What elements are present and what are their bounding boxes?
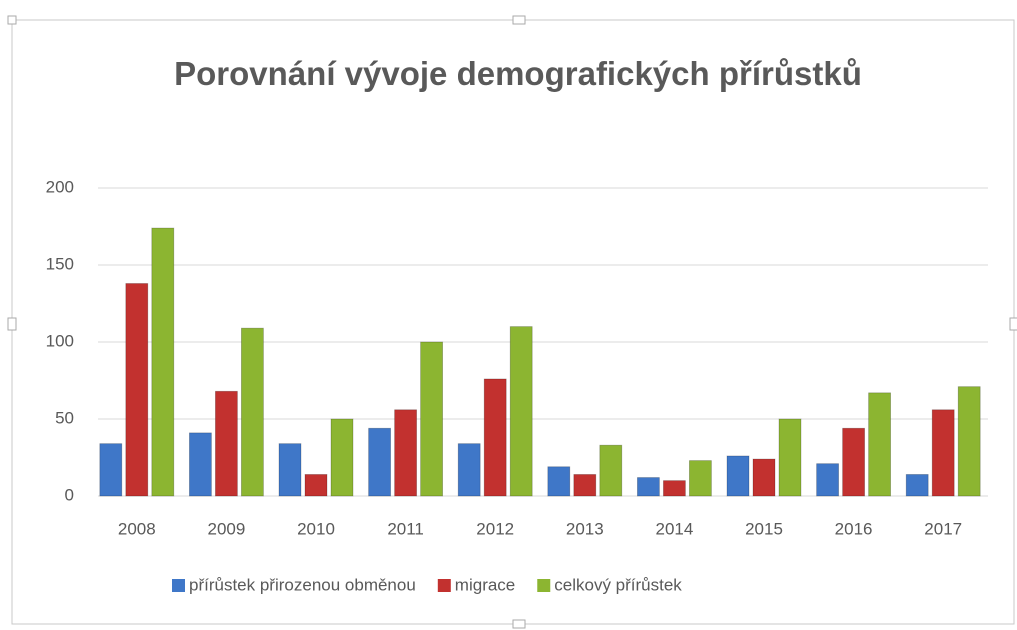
y-tick-label: 150 (46, 254, 74, 273)
bar (394, 409, 418, 497)
bar (689, 460, 712, 497)
bar (778, 418, 802, 497)
legend-label: přírůstek přirozenou obměnou (189, 575, 416, 594)
bar (214, 390, 238, 497)
bar (868, 392, 891, 497)
bar (663, 480, 686, 497)
y-tick-label: 200 (46, 177, 74, 196)
legend-label: migrace (455, 575, 515, 594)
x-tick-label: 2014 (655, 519, 693, 538)
bar (304, 474, 328, 497)
bar (931, 409, 955, 497)
resize-handle[interactable] (512, 15, 526, 25)
bar (637, 477, 660, 497)
legend-label: celkový přírůstek (554, 575, 682, 594)
bar (368, 427, 392, 497)
chart-title: Porovnání vývoje demografických přírůstk… (174, 55, 862, 92)
bar (420, 341, 444, 497)
bar (278, 443, 302, 497)
bar (125, 283, 149, 497)
legend-swatch (537, 579, 551, 592)
legend-swatch (437, 579, 451, 592)
bar (957, 386, 981, 497)
bar (151, 227, 175, 497)
y-tick-label: 100 (46, 331, 74, 350)
bar (752, 458, 776, 497)
bar (816, 463, 839, 497)
bar (726, 455, 750, 497)
x-tick-label: 2016 (835, 519, 873, 538)
x-tick-label: 2017 (924, 519, 962, 538)
resize-handle[interactable] (7, 317, 17, 331)
x-tick-label: 2009 (207, 519, 245, 538)
bar (842, 427, 865, 497)
resize-handle[interactable] (7, 15, 17, 25)
x-tick-label: 2010 (297, 519, 335, 538)
bar (330, 418, 354, 497)
y-tick-label: 50 (55, 408, 74, 427)
x-tick-label: 2012 (476, 519, 514, 538)
resize-handle[interactable] (1009, 317, 1017, 331)
bar (483, 378, 507, 497)
bar (599, 444, 623, 497)
resize-handle[interactable] (512, 619, 526, 629)
y-tick-label: 0 (65, 485, 74, 504)
legend-swatch (172, 579, 185, 592)
x-tick-label: 2011 (387, 519, 424, 538)
bar (188, 432, 212, 497)
bar (99, 443, 123, 497)
bar (547, 466, 571, 497)
x-tick-label: 2008 (118, 519, 156, 538)
bar (509, 326, 533, 497)
bar (240, 327, 264, 497)
bar (905, 474, 929, 497)
bar (573, 474, 597, 497)
x-tick-label: 2013 (566, 519, 604, 538)
x-tick-label: 2015 (745, 519, 783, 538)
bar (457, 443, 481, 497)
